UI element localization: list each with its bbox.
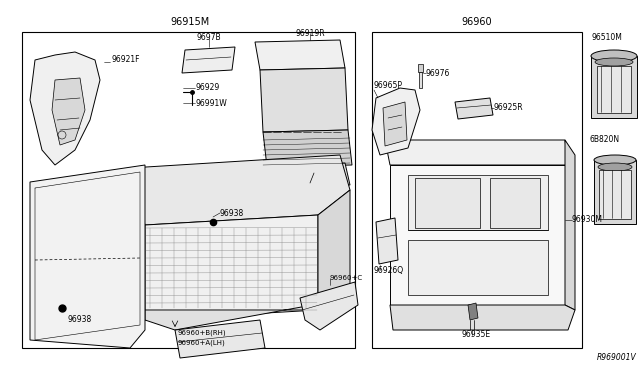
Text: 96976: 96976 xyxy=(426,68,451,77)
Polygon shape xyxy=(30,52,100,165)
Polygon shape xyxy=(260,68,348,132)
Text: 96930M: 96930M xyxy=(572,215,603,224)
Polygon shape xyxy=(455,98,493,119)
Text: 96938: 96938 xyxy=(220,208,244,218)
Text: 96960+A(LH): 96960+A(LH) xyxy=(177,340,225,346)
Bar xyxy=(372,32,582,348)
Polygon shape xyxy=(591,56,637,118)
Text: 96991W: 96991W xyxy=(195,99,227,108)
Polygon shape xyxy=(415,178,480,228)
Text: 96938: 96938 xyxy=(68,315,92,324)
Ellipse shape xyxy=(595,58,633,66)
Polygon shape xyxy=(52,78,85,145)
Polygon shape xyxy=(419,72,422,88)
Ellipse shape xyxy=(591,50,637,62)
Polygon shape xyxy=(385,140,568,165)
Polygon shape xyxy=(408,175,548,230)
Polygon shape xyxy=(468,303,478,320)
Polygon shape xyxy=(565,140,575,310)
Polygon shape xyxy=(418,64,423,72)
Polygon shape xyxy=(145,215,318,320)
Polygon shape xyxy=(300,282,358,330)
Text: 96960+C: 96960+C xyxy=(330,275,363,281)
Polygon shape xyxy=(597,66,631,113)
Text: 96915M: 96915M xyxy=(170,17,210,27)
Polygon shape xyxy=(258,163,350,187)
Polygon shape xyxy=(383,102,407,146)
Polygon shape xyxy=(145,285,350,330)
Polygon shape xyxy=(318,190,350,310)
Polygon shape xyxy=(255,40,345,70)
Text: 96921F: 96921F xyxy=(112,55,141,64)
Polygon shape xyxy=(594,160,636,224)
Text: 96929: 96929 xyxy=(195,83,220,93)
Text: 6B820N: 6B820N xyxy=(590,135,620,144)
Text: 96965P: 96965P xyxy=(374,80,403,90)
Polygon shape xyxy=(376,218,398,264)
Polygon shape xyxy=(599,170,631,219)
Ellipse shape xyxy=(594,155,636,165)
Text: R969001V: R969001V xyxy=(597,353,637,362)
Text: 96935E: 96935E xyxy=(462,330,491,339)
Ellipse shape xyxy=(598,163,632,171)
Polygon shape xyxy=(175,320,265,358)
Text: 96919R: 96919R xyxy=(295,29,325,38)
Text: 96960+B(RH): 96960+B(RH) xyxy=(177,330,226,337)
Text: 96925R: 96925R xyxy=(494,103,524,112)
Polygon shape xyxy=(390,165,565,305)
Bar xyxy=(22,32,355,348)
Polygon shape xyxy=(30,165,145,348)
Text: 9697B: 9697B xyxy=(196,33,221,42)
Text: 96926Q: 96926Q xyxy=(373,266,403,275)
Polygon shape xyxy=(263,130,352,167)
Polygon shape xyxy=(390,305,575,330)
Polygon shape xyxy=(490,178,540,228)
Polygon shape xyxy=(182,47,235,73)
Polygon shape xyxy=(408,240,548,295)
Text: 96960: 96960 xyxy=(461,17,492,27)
Polygon shape xyxy=(372,88,420,155)
Polygon shape xyxy=(130,155,350,225)
Text: 96510M: 96510M xyxy=(592,33,623,42)
